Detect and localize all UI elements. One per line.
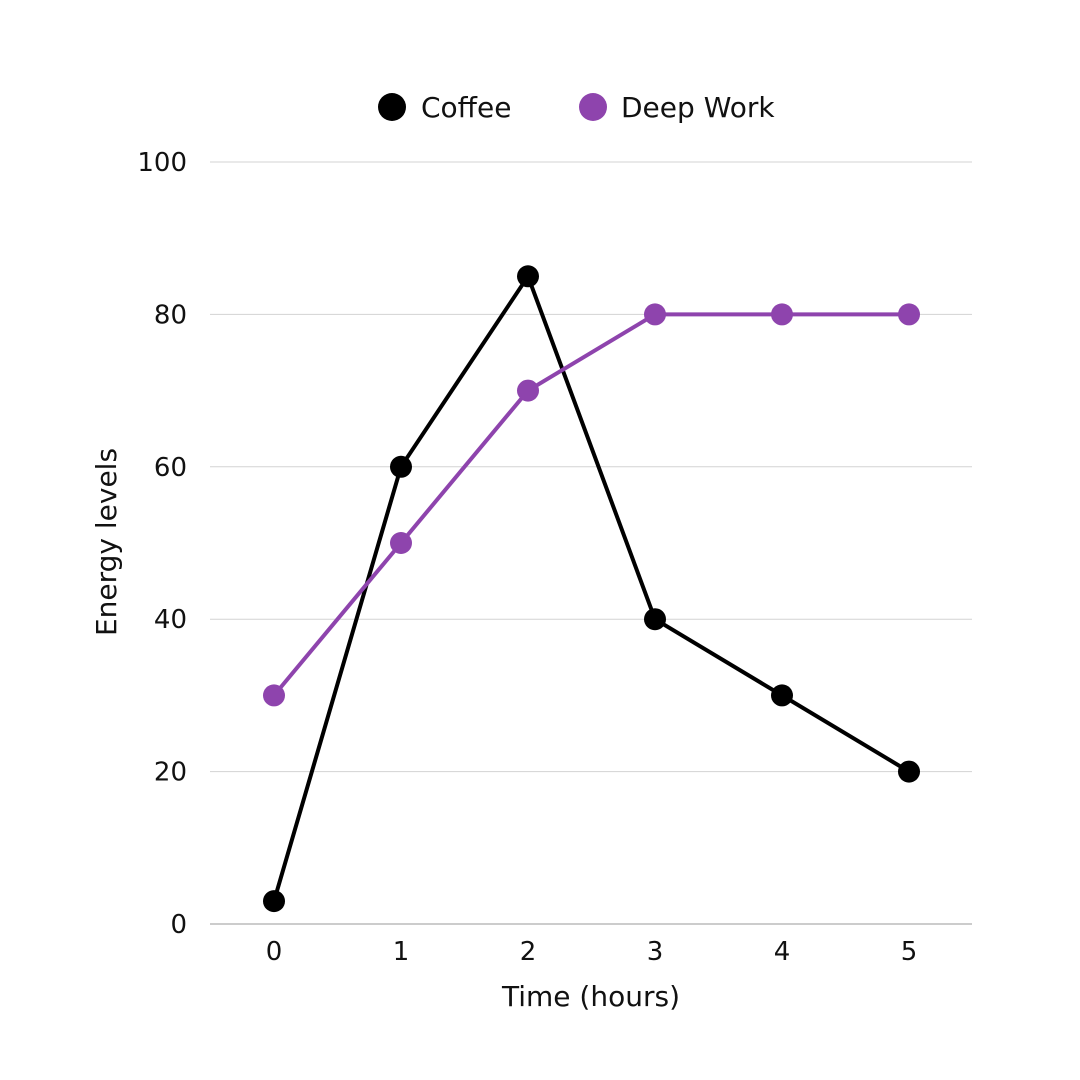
legend-marker-deep-work <box>579 93 607 121</box>
y-tick-label: 0 <box>170 910 187 940</box>
data-point-coffee <box>771 684 793 707</box>
y-tick-label: 100 <box>137 148 187 178</box>
data-point-coffee <box>390 455 412 478</box>
data-point-deep-work <box>771 303 793 326</box>
legend: Coffee Deep Work <box>378 91 775 124</box>
data-point-coffee <box>644 608 666 631</box>
data-point-coffee <box>898 760 920 783</box>
y-tick-label: 60 <box>154 453 187 483</box>
x-tick-label: 5 <box>901 937 918 967</box>
x-axis-ticks: 0 1 2 3 4 5 <box>266 937 918 967</box>
data-point-deep-work <box>390 532 412 554</box>
gridlines <box>210 161 972 925</box>
x-tick-label: 3 <box>647 937 664 967</box>
data-point-coffee <box>263 890 285 913</box>
y-axis-ticks: 0 20 40 60 80 100 <box>137 148 187 940</box>
y-tick-label: 80 <box>154 300 187 330</box>
x-tick-label: 2 <box>520 937 537 967</box>
legend-marker-coffee <box>378 93 406 121</box>
data-point-deep-work <box>644 303 666 326</box>
data-point-coffee <box>517 265 539 288</box>
data-point-deep-work <box>517 379 539 402</box>
data-point-deep-work <box>263 684 285 707</box>
series-group <box>263 265 920 913</box>
series-deep-work <box>263 303 920 707</box>
legend-label-coffee: Coffee <box>421 91 511 124</box>
y-axis-title: Energy levels <box>90 448 123 636</box>
y-tick-label: 40 <box>154 605 187 635</box>
y-tick-label: 20 <box>154 758 187 788</box>
x-tick-label: 0 <box>266 937 283 967</box>
x-axis-title: Time (hours) <box>501 980 680 1013</box>
legend-label-deep-work: Deep Work <box>621 91 775 124</box>
series-line-coffee <box>272 274 911 902</box>
data-point-deep-work <box>898 303 920 326</box>
series-coffee <box>263 265 920 913</box>
x-tick-label: 1 <box>393 937 410 967</box>
series-line-deep-work <box>272 312 909 697</box>
x-tick-label: 4 <box>774 937 791 967</box>
